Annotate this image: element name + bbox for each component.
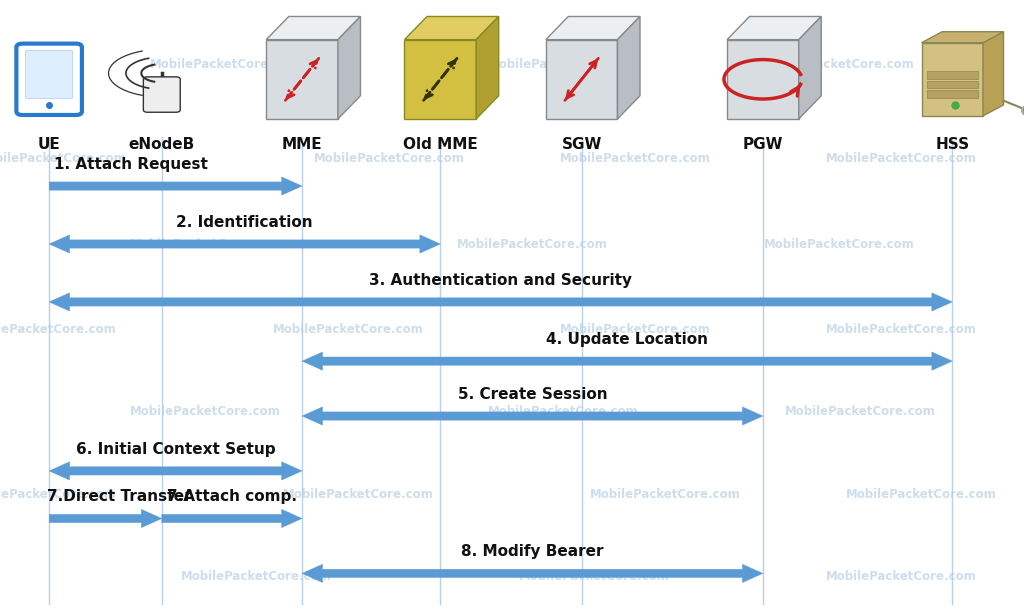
Polygon shape [404,16,499,40]
Text: 7.Direct Transfer: 7.Direct Transfer [47,489,191,504]
Polygon shape [546,16,640,40]
FancyBboxPatch shape [16,44,82,115]
FancyBboxPatch shape [927,90,978,98]
Polygon shape [727,16,821,40]
Text: 2. Identification: 2. Identification [176,215,313,230]
Text: MME: MME [282,137,323,152]
FancyBboxPatch shape [26,51,73,98]
Text: MobilePacketCore.com: MobilePacketCore.com [559,323,711,336]
Text: MobilePacketCore.com: MobilePacketCore.com [846,487,997,501]
Text: 3. Authentication and Security: 3. Authentication and Security [370,273,632,288]
Text: UE: UE [38,137,60,152]
Polygon shape [49,293,952,311]
FancyBboxPatch shape [927,71,978,79]
Text: MobilePacketCore.com: MobilePacketCore.com [0,487,117,501]
Polygon shape [266,16,360,40]
FancyBboxPatch shape [927,81,978,88]
Text: MobilePacketCore.com: MobilePacketCore.com [518,570,670,583]
Text: MobilePacketCore.com: MobilePacketCore.com [825,570,977,583]
Text: MobilePacketCore.com: MobilePacketCore.com [0,323,117,336]
Polygon shape [302,352,952,370]
Text: MobilePacketCore.com: MobilePacketCore.com [283,487,434,501]
Polygon shape [302,564,763,583]
Text: MobilePacketCore.com: MobilePacketCore.com [313,152,465,165]
Polygon shape [49,177,302,195]
Text: MobilePacketCore.com: MobilePacketCore.com [590,487,741,501]
Text: eNodeB: eNodeB [129,137,195,152]
Text: 5. Create Session: 5. Create Session [458,387,607,402]
Text: MobilePacketCore.com: MobilePacketCore.com [764,57,915,71]
Polygon shape [617,16,640,119]
Text: MobilePacketCore.com: MobilePacketCore.com [129,405,281,418]
Text: MobilePacketCore.com: MobilePacketCore.com [0,152,127,165]
Polygon shape [49,235,440,253]
Text: 4. Update Location: 4. Update Location [546,332,709,347]
Text: 6. Initial Context Setup: 6. Initial Context Setup [76,442,275,457]
Polygon shape [49,509,162,528]
Polygon shape [727,40,799,119]
FancyBboxPatch shape [143,77,180,112]
Polygon shape [49,462,302,480]
Text: MobilePacketCore.com: MobilePacketCore.com [272,323,424,336]
Text: MobilePacketCore.com: MobilePacketCore.com [784,405,936,418]
Text: MobilePacketCore.com: MobilePacketCore.com [764,237,915,251]
Polygon shape [338,16,360,119]
Text: MobilePacketCore.com: MobilePacketCore.com [825,323,977,336]
Text: SGW: SGW [561,137,602,152]
Polygon shape [799,16,821,119]
Text: MobilePacketCore.com: MobilePacketCore.com [180,570,332,583]
Text: MobilePacketCore.com: MobilePacketCore.com [487,405,639,418]
Text: HSS: HSS [935,137,970,152]
Polygon shape [404,40,476,119]
Polygon shape [476,16,499,119]
Text: MobilePacketCore.com: MobilePacketCore.com [487,57,639,71]
Text: 1. Attach Request: 1. Attach Request [54,157,208,172]
FancyBboxPatch shape [922,43,983,116]
Polygon shape [922,32,1004,43]
Polygon shape [302,407,763,425]
Text: MobilePacketCore.com: MobilePacketCore.com [825,152,977,165]
Polygon shape [266,40,338,119]
Text: MobilePacketCore.com: MobilePacketCore.com [457,237,608,251]
Text: MobilePacketCore.com: MobilePacketCore.com [559,152,711,165]
Text: Old MME: Old MME [403,137,477,152]
Polygon shape [162,509,302,528]
Polygon shape [983,32,1004,116]
Text: MobilePacketCore.com: MobilePacketCore.com [129,237,281,251]
Text: MobilePacketCore.com: MobilePacketCore.com [150,57,301,71]
Polygon shape [546,40,617,119]
Text: PGW: PGW [742,137,783,152]
Text: 7.Attach comp.: 7.Attach comp. [167,489,297,504]
Text: 8. Modify Bearer: 8. Modify Bearer [461,544,604,559]
